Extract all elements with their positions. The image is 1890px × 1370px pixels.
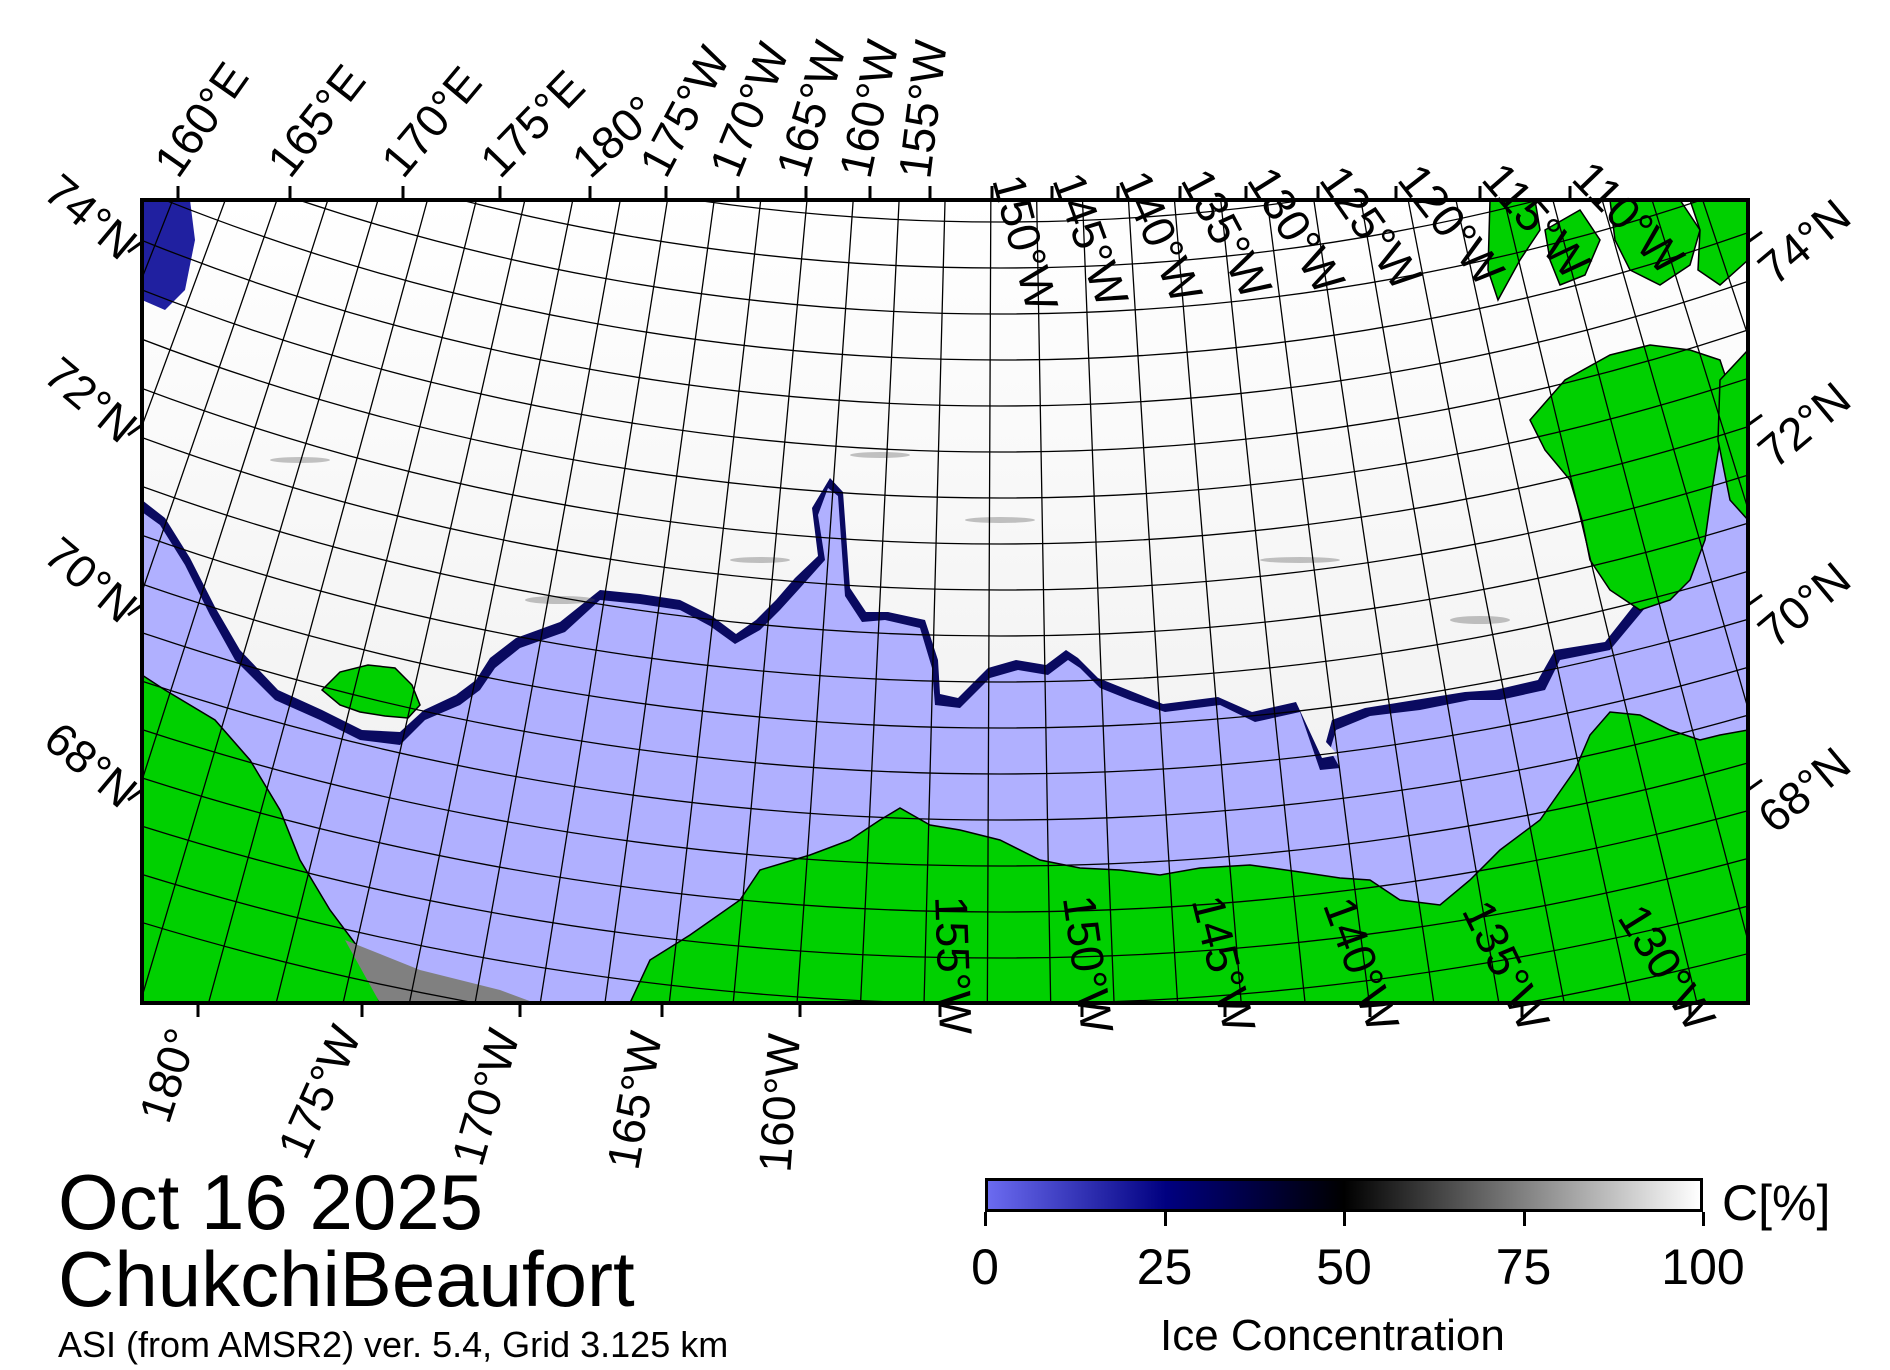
top-longitude-label: 160°E [144, 53, 259, 186]
top-longitude-label: 165°E [257, 55, 375, 186]
ice-texture [270, 452, 1510, 624]
left-latitude-labels: 74°N 72°N 70°N 68°N [35, 164, 147, 818]
product-label: ASI (from AMSR2) ver. 5.4, Grid 3.125 km [58, 1324, 729, 1365]
colorbar-tick-label: 50 [1316, 1239, 1372, 1295]
right-latitude-label: 74°N [1748, 189, 1860, 295]
right-latitude-label: 68°N [1748, 737, 1860, 843]
colorbar-unit: C[%] [1722, 1175, 1831, 1231]
graticule [142, 200, 1748, 1003]
left-latitude-label: 74°N [35, 164, 147, 270]
bottom-longitude-label: 175°W [267, 1017, 371, 1165]
region-label: ChukchiBeaufort [58, 1235, 635, 1323]
colorbar-tick [1163, 1212, 1167, 1226]
left-latitude-label: 70°N [35, 527, 147, 633]
colorbar-tick [984, 1212, 987, 1226]
colorbar-title: Ice Concentration [1160, 1311, 1505, 1360]
frame-tick [1747, 593, 1763, 607]
colorbar-tick [1522, 1212, 1526, 1226]
frame-tick [127, 240, 143, 254]
right-latitude-label: 70°N [1748, 552, 1860, 658]
colorbar-tick-label: 0 [971, 1239, 999, 1295]
frame-ticks [127, 186, 1763, 1017]
top-longitude-label: 170°E [371, 57, 492, 187]
bottom-longitude-label: 160°W [748, 1031, 810, 1173]
sea-ice-pack [142, 200, 1748, 758]
right-latitude-label: 72°N [1748, 372, 1860, 478]
frame-tick [1747, 778, 1763, 792]
colorbar-tick [1702, 1212, 1705, 1226]
map-frame [140, 198, 1750, 1005]
colorbar-tick-label: 100 [1661, 1239, 1745, 1295]
bottom-longitude-label: 155°W [925, 895, 982, 1036]
bottom-longitude-label: 170°W [441, 1023, 529, 1171]
alaska-land [629, 711, 1748, 1003]
colorbar-tick [1343, 1212, 1346, 1226]
top-longitude-label: 175°E [470, 60, 595, 187]
frame-tick [127, 423, 143, 437]
bottom-longitude-label: 165°W [597, 1027, 672, 1173]
colorbar-tick-label: 75 [1495, 1239, 1552, 1295]
frame-tick [127, 788, 143, 802]
colorbar-tick-label: 25 [1136, 1239, 1193, 1295]
nw-open-water [142, 200, 195, 310]
right-latitude-labels: 74°N 72°N 70°N 68°N [1748, 189, 1860, 843]
left-latitude-label: 72°N [35, 347, 147, 453]
chukotka-land [142, 674, 381, 1003]
frame-tick [127, 603, 143, 617]
frame-tick [1747, 230, 1763, 244]
frame-tick [1747, 413, 1763, 427]
bottom-longitude-label: 180° [129, 1022, 208, 1129]
colorbar [985, 1178, 1703, 1212]
left-latitude-label: 68°N [35, 712, 147, 818]
date-label: Oct 16 2025 [58, 1158, 483, 1246]
